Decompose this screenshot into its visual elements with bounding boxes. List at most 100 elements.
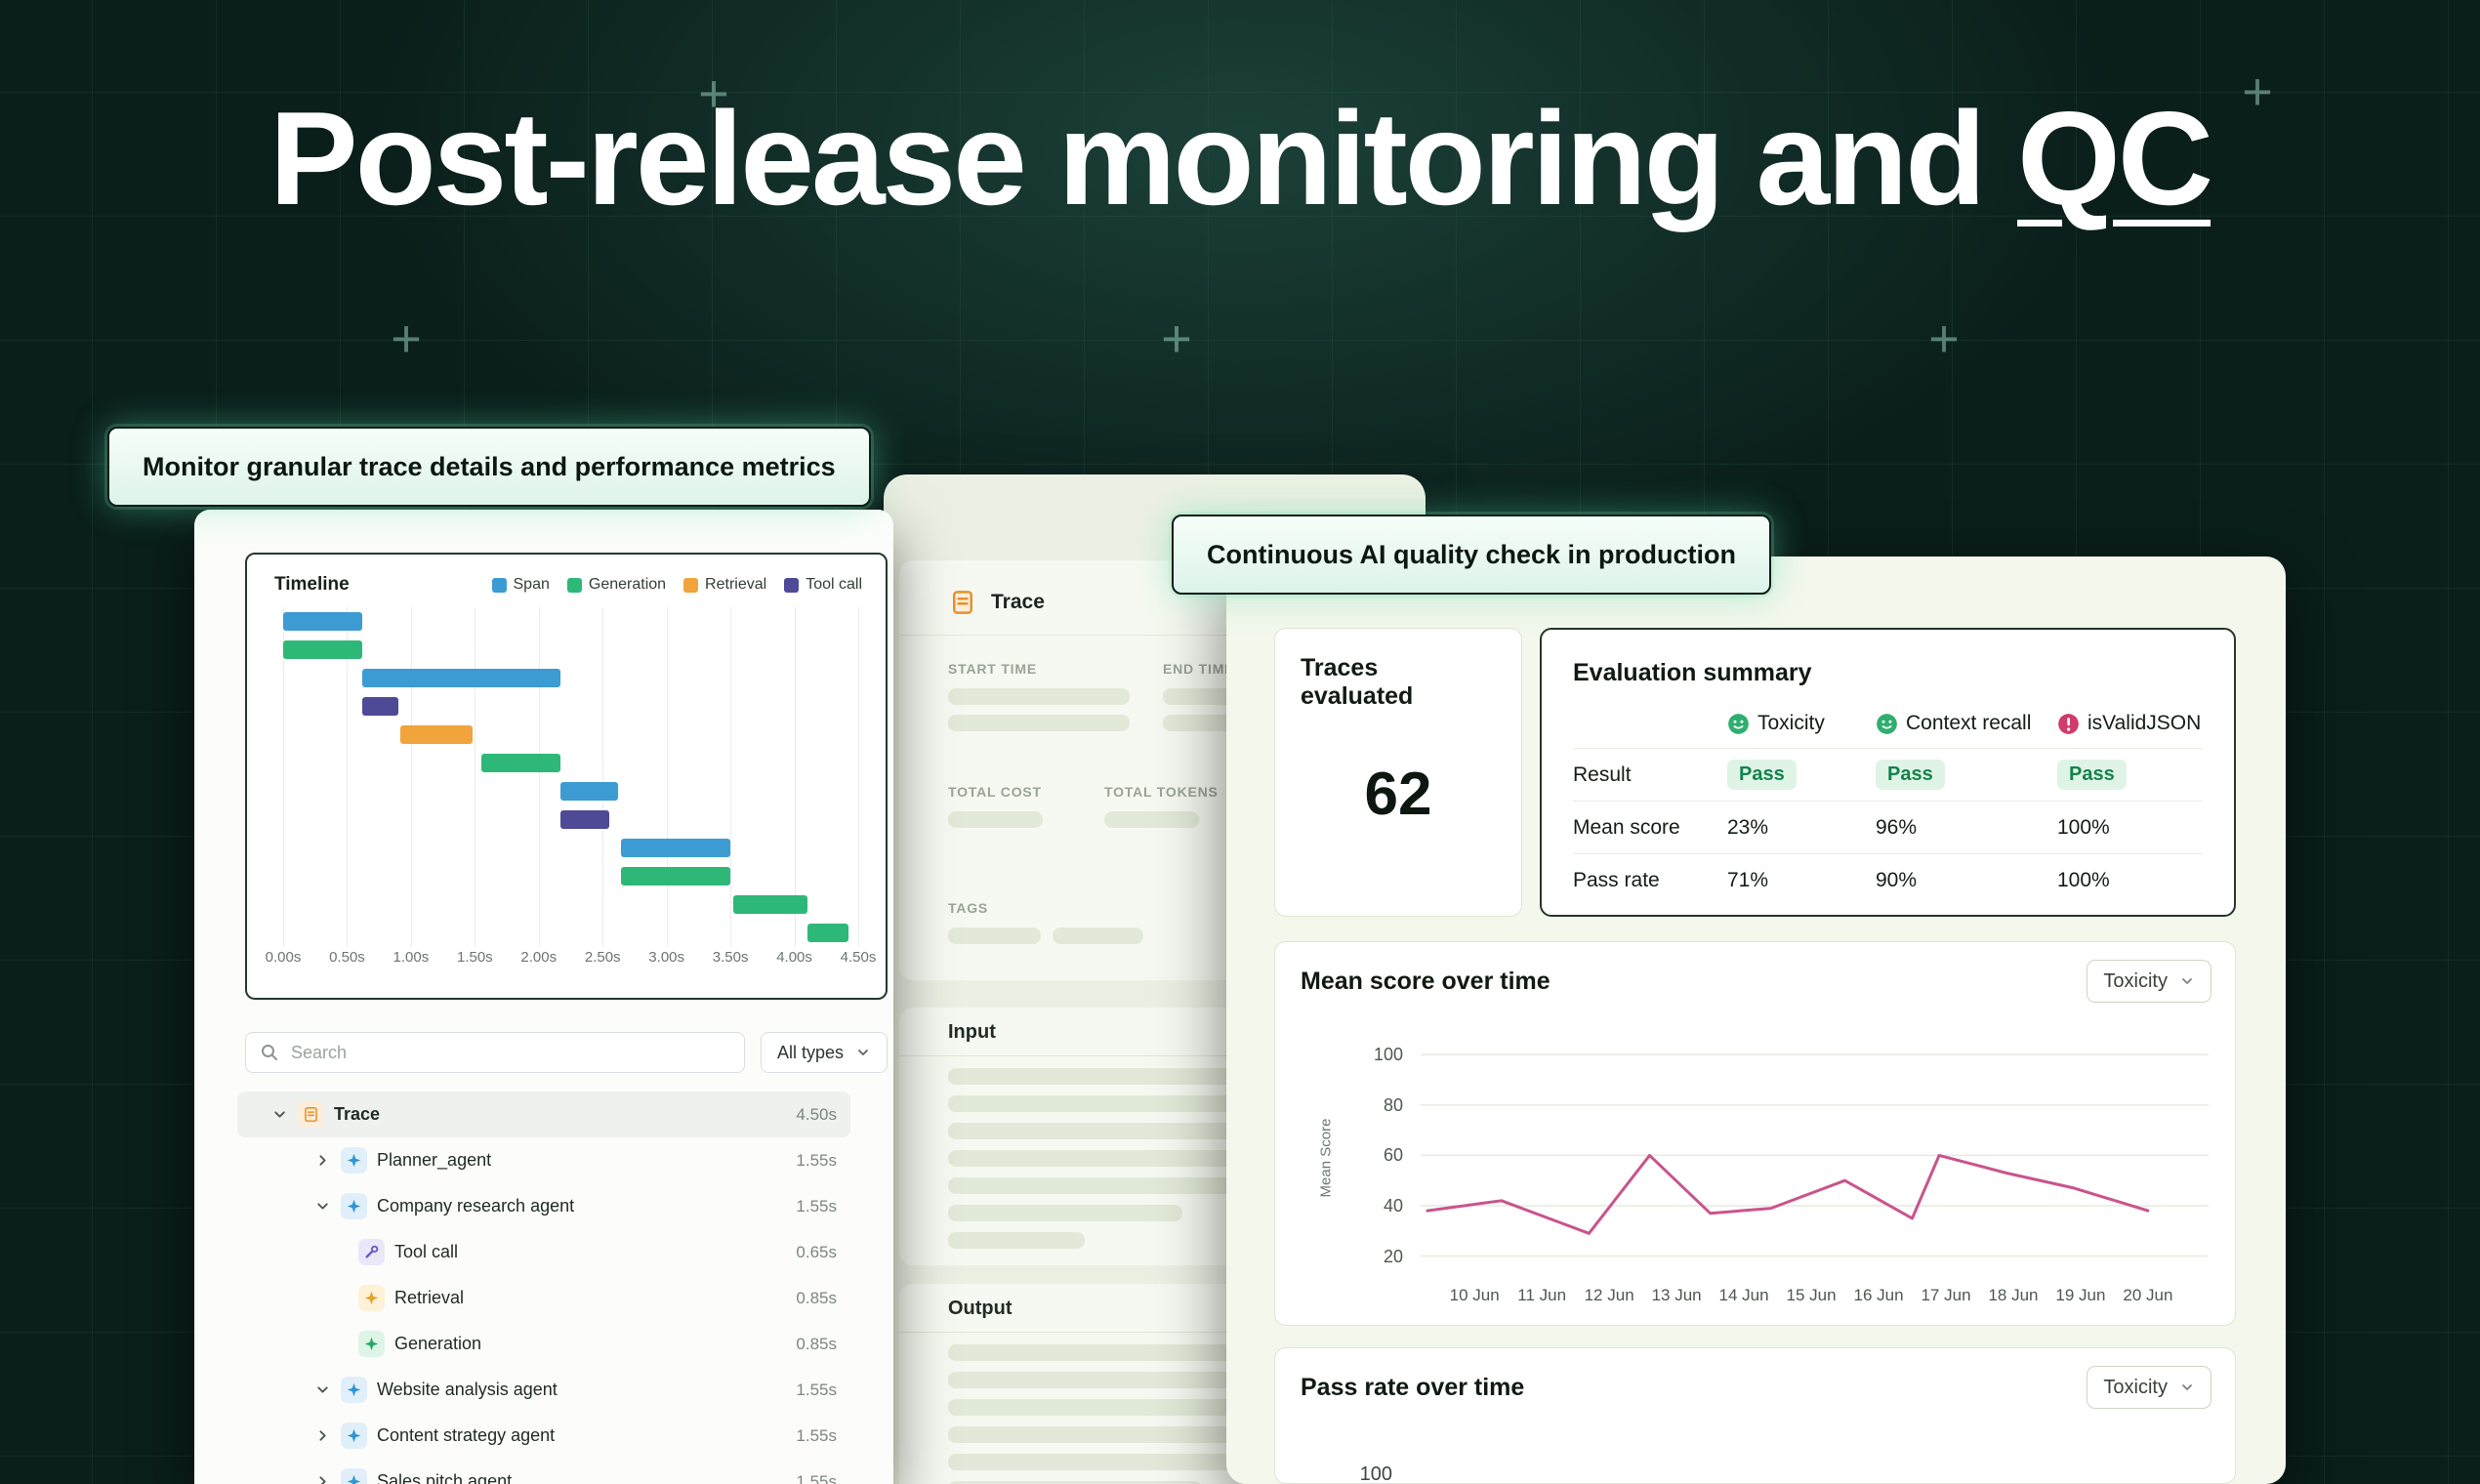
- tree-row-label: Website analysis agent: [377, 1380, 558, 1399]
- summary-value: 90%: [1876, 868, 1918, 891]
- tree-row-sales-pitch-agent[interactable]: Sales pitch agent 1.55s: [237, 1459, 850, 1484]
- callout-quality-check: Continuous AI quality check in productio…: [1172, 515, 1772, 595]
- gantt-row: [283, 805, 858, 834]
- trace-tree: Trace 4.50s Planner_agent 1.55s Company rese…: [237, 1092, 850, 1484]
- trace-icon: [298, 1101, 324, 1128]
- mean-score-ytick: 80: [1383, 1094, 1403, 1115]
- summary-value: 100%: [2057, 815, 2110, 839]
- mean-score-xtick: 15 Jun: [1786, 1286, 1837, 1304]
- gantt-bar-span[interactable]: [560, 782, 618, 801]
- gantt-bar-generation[interactable]: [806, 924, 848, 942]
- search-field[interactable]: [289, 1041, 730, 1064]
- grid-cross-icon: [1161, 312, 1192, 365]
- gantt-gridline: [602, 607, 604, 947]
- chevron-down-icon[interactable]: [310, 1194, 335, 1219]
- gantt-bar-span[interactable]: [362, 669, 561, 687]
- gantt-bar-span[interactable]: [283, 612, 363, 631]
- isvalidjson-icon: [2058, 713, 2079, 734]
- gantt-bar-span[interactable]: [620, 839, 731, 857]
- mean-score-xtick: 10 Jun: [1449, 1286, 1500, 1304]
- search-icon: [262, 1045, 277, 1060]
- gantt-row: [283, 890, 858, 919]
- traces-evaluated-value: 62: [1364, 760, 1432, 828]
- gantt-bar-generation[interactable]: [732, 895, 807, 914]
- tree-row-content-strategy-agent[interactable]: Content strategy agent 1.55s: [237, 1413, 850, 1459]
- gantt-bar-generation[interactable]: [480, 754, 561, 772]
- gantt-chart: [283, 607, 859, 947]
- tree-row-retrieval[interactable]: Retrieval 0.85s: [237, 1275, 850, 1321]
- gantt-gridline: [666, 607, 668, 947]
- timeline-title: Timeline: [274, 574, 350, 595]
- metric-toxicity: Toxicity: [1727, 712, 1876, 735]
- mean-score-xtick: 16 Jun: [1853, 1286, 1904, 1304]
- tree-row-label: Sales pitch agent: [377, 1471, 513, 1484]
- evaluation-summary-title: Evaluation summary: [1573, 659, 1812, 686]
- gantt-bar-retrieval[interactable]: [400, 725, 473, 744]
- tree-row-trace[interactable]: Trace 4.50s: [237, 1092, 850, 1137]
- gantt-axis-tick: 2.50s: [584, 949, 621, 966]
- result-cell: Pass: [2057, 760, 2203, 790]
- metric-name: isValidJSON: [2087, 712, 2202, 734]
- skeleton-bar: [948, 928, 1041, 944]
- pass-rate-card: Pass rate over time Toxicity 100: [1274, 1347, 2236, 1484]
- mean-score-xtick: 17 Jun: [1921, 1286, 1971, 1304]
- end-time-label: END TIMES: [1163, 661, 1245, 677]
- tree-row-label: Company research agent: [377, 1196, 575, 1216]
- page-title-text: Post-release monitoring and: [269, 84, 2018, 232]
- summary-row-result: Result Pass Pass Pass: [1573, 748, 2203, 801]
- legend-retrieval: Retrieval: [683, 576, 766, 594]
- gantt-bar-tool-call[interactable]: [362, 697, 398, 716]
- mean-score-metric-value: Toxicity: [2103, 969, 2168, 992]
- gantt-row: [283, 664, 858, 692]
- pass-rate-ytick: 100: [1359, 1463, 1392, 1484]
- gantt-bar-tool-call[interactable]: [560, 810, 609, 829]
- tree-row-company-research-agent[interactable]: Company research agent 1.55s: [237, 1183, 850, 1229]
- tree-row-website-analysis-agent[interactable]: Website analysis agent 1.55s: [237, 1367, 850, 1413]
- trace-document-icon: [948, 588, 977, 617]
- type-filter-dropdown[interactable]: All types: [760, 1032, 888, 1073]
- tree-row-duration: 1.55s: [796, 1425, 837, 1445]
- search-input[interactable]: [245, 1032, 745, 1073]
- legend-label: Tool call: [806, 576, 862, 593]
- output-section-title: Output: [948, 1298, 1013, 1319]
- gantt-row: [283, 834, 858, 862]
- gantt-gridline: [347, 607, 349, 947]
- page-title-underlined: QC: [2017, 84, 2213, 232]
- mean-score-ytick: 20: [1383, 1246, 1403, 1266]
- evaluation-summary-card: Evaluation summary Toxicity Context recal…: [1540, 628, 2236, 917]
- chevron-down-icon[interactable]: [267, 1102, 292, 1128]
- input-section-title: Input: [948, 1021, 996, 1043]
- gantt-axis-tick: 4.00s: [776, 949, 812, 966]
- result-cell: Pass: [1876, 760, 2057, 790]
- mean-score-metric-dropdown[interactable]: Toxicity: [2087, 960, 2211, 1003]
- tree-row-label: Generation: [394, 1334, 482, 1353]
- timeline-chart-card: Timeline Span Generation Retrieval Tool cal…: [245, 553, 888, 1000]
- tree-row-generation[interactable]: Generation 0.85s: [237, 1321, 850, 1367]
- tree-row-tool-call[interactable]: Tool call 0.65s: [237, 1229, 850, 1275]
- gantt-axis-tick: 3.00s: [648, 949, 685, 966]
- mean-score-xtick: 18 Jun: [1988, 1286, 2039, 1304]
- chevron-down-icon[interactable]: [310, 1378, 335, 1403]
- tree-row-label: Tool call: [394, 1242, 459, 1261]
- metric-isvalidjson: isValidJSON: [2057, 712, 2203, 735]
- tree-row-duration: 1.55s: [796, 1150, 837, 1170]
- chevron-right-icon[interactable]: [310, 1148, 335, 1174]
- pass-rate-metric-dropdown[interactable]: Toxicity: [2087, 1366, 2211, 1409]
- summary-row-label: Pass rate: [1573, 868, 1660, 891]
- gantt-bar-generation[interactable]: [283, 640, 363, 659]
- total-cost-label: TOTAL COST: [948, 784, 1042, 800]
- pass-rate-metric-value: Toxicity: [2103, 1376, 2168, 1398]
- legend-label: Retrieval: [705, 576, 767, 593]
- chevron-down-icon: [858, 1050, 868, 1055]
- chevron-right-icon[interactable]: [310, 1423, 335, 1449]
- tree-row-planner-agent[interactable]: Planner_agent 1.55s: [237, 1137, 850, 1183]
- gantt-bar-generation[interactable]: [620, 867, 731, 886]
- mean-score-line-chart: [1421, 1053, 2209, 1257]
- traces-evaluated-card: Traces evaluated 62: [1274, 628, 1522, 917]
- pass-badge: Pass: [1727, 760, 1797, 790]
- metric-smiley-icon: [1728, 713, 1749, 734]
- mean-score-xtick: 12 Jun: [1584, 1286, 1634, 1304]
- chevron-right-icon[interactable]: [310, 1469, 335, 1484]
- agent-icon: [341, 1147, 367, 1174]
